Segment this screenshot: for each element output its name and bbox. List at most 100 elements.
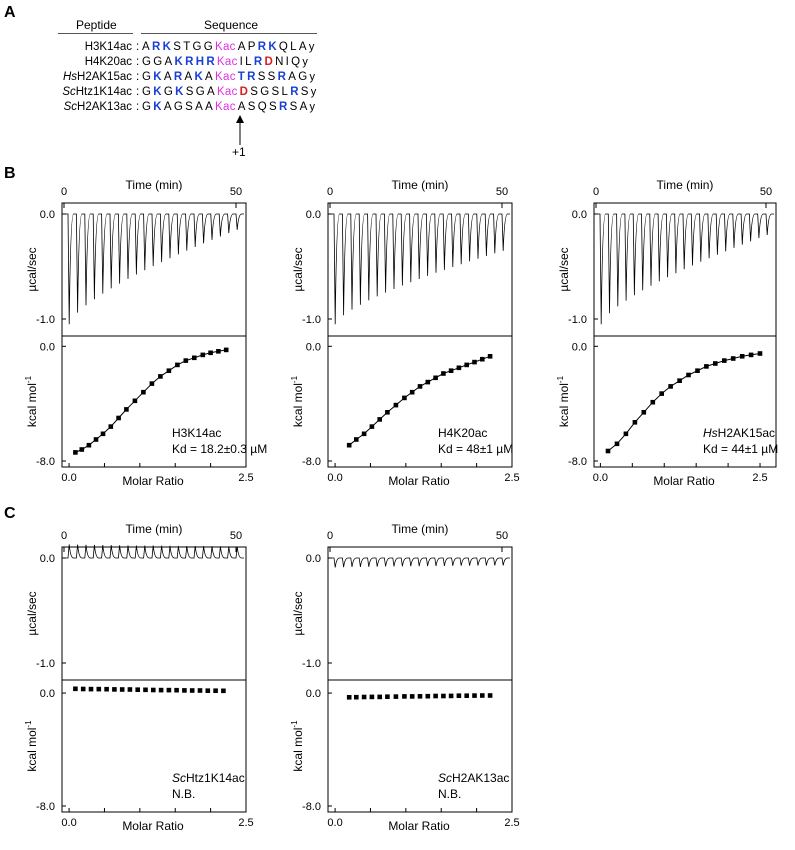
col-header-sequence: Sequence [204, 18, 259, 32]
residue: A [142, 41, 150, 53]
data-point [369, 694, 375, 700]
residue: S [173, 41, 182, 53]
data-point [149, 381, 155, 386]
molar-tick-label: 0.0 [61, 817, 76, 829]
data-point [104, 686, 109, 692]
itc-chart-h3k14ac: Time (min) 0 50 0.0 -1.0 µcal/sec 0.0 -8.0 kcal … [24, 178, 267, 488]
peptide-name-text: H4K20ac [84, 56, 132, 68]
raw-heat-frame [61, 546, 247, 681]
data-point [433, 693, 438, 699]
residue: K [174, 56, 184, 68]
time-tick-label: 50 [760, 186, 772, 198]
data-point [141, 389, 146, 395]
peptide-annotation: H3K14ac [172, 426, 221, 440]
kcal-tick-label: 0.0 [306, 341, 321, 353]
data-point [632, 420, 638, 425]
residue: I [239, 56, 244, 68]
plus-one-label: +1 [232, 145, 246, 159]
data-point [369, 424, 375, 429]
data-point [480, 693, 485, 698]
residue: K [175, 86, 184, 98]
itc-chart-h2ak15ac: Time (min) 0 50 0.0 -1.0 µcal/sec 0.0 -8.0 kcal … [556, 178, 778, 488]
binding-isotherm-frame [327, 335, 513, 468]
acetyl-lysine: Kac [215, 41, 236, 53]
data-point [216, 349, 221, 354]
kd-annotation: N.B. [438, 787, 461, 801]
kcal-axis-label: kcal mol-1 [24, 375, 39, 427]
residue: G [142, 86, 152, 98]
molar-tick-label: 0.0 [327, 472, 342, 484]
peptide-name: ScH2AK13ac [12, 101, 132, 113]
molar-tick-label: 0.0 [593, 472, 608, 484]
species-prefix: Sc [172, 771, 186, 785]
data-point [377, 694, 382, 700]
data-point [96, 686, 102, 692]
data-point [441, 693, 446, 699]
kcal-axis-exponent: -1 [290, 375, 299, 383]
data-point [86, 442, 92, 448]
residue: S [300, 86, 309, 98]
molar-tick-label: 2.5 [752, 472, 767, 484]
residue: A [299, 101, 308, 113]
residue: y [308, 41, 315, 53]
data-point [112, 687, 117, 692]
kcal-tick-label: 0.0 [306, 688, 321, 700]
ucal-tick-label: -1.0 [568, 314, 587, 326]
data-point [361, 694, 367, 700]
data-point [487, 354, 493, 359]
residue: G [173, 101, 184, 113]
residue: H [195, 56, 205, 68]
residue: G [163, 86, 174, 98]
time-tick-label: 0 [61, 530, 67, 542]
time-tick-label: 0 [327, 186, 333, 198]
ucal-tick-label: 0.0 [40, 209, 55, 221]
data-point [158, 374, 163, 379]
kcal-axis-exponent: -1 [290, 720, 299, 728]
data-point [464, 362, 469, 368]
residue: A [184, 71, 193, 83]
residue: G [298, 71, 308, 83]
panel-label-a: A [4, 4, 16, 21]
residue: T [183, 41, 191, 53]
species-prefix: Hs [703, 426, 718, 440]
data-point [409, 694, 415, 699]
panel-label-c: C [4, 505, 16, 522]
residue: R [151, 41, 161, 53]
data-point [73, 686, 78, 692]
residue: D [264, 56, 274, 68]
data-point [448, 368, 454, 373]
residue: L [281, 86, 289, 98]
residue: K [268, 41, 277, 53]
data-point [402, 395, 407, 401]
row-separator: : [136, 71, 140, 83]
time-axis-label: Time (min) [126, 522, 183, 536]
residue: A [195, 101, 204, 113]
acetyl-lysine: Kac [216, 86, 238, 98]
time-tick-label: 50 [230, 186, 242, 198]
molar-tick-label: 0.0 [327, 817, 342, 829]
data-point [223, 347, 229, 353]
species-prefix: Hs [62, 71, 78, 83]
injection-trace [64, 213, 244, 325]
data-point [158, 687, 164, 693]
ucal-axis-label: µcal/sec [25, 591, 39, 635]
data-point [143, 687, 148, 693]
peptide-name-text: H2AK15ac [77, 71, 132, 83]
data-point [213, 688, 218, 693]
peptide-name: HsH2AK15ac [12, 71, 132, 83]
data-point [659, 391, 664, 396]
data-point [200, 352, 206, 358]
data-point [695, 368, 700, 373]
data-point [205, 688, 211, 693]
time-tick-label: 0 [327, 530, 333, 542]
data-point [132, 398, 138, 404]
kcal-axis-label: kcal mol-1 [290, 375, 305, 427]
data-point [192, 355, 197, 361]
ucal-tick-label: 0.0 [572, 209, 587, 221]
data-point [385, 694, 390, 699]
kcal-tick-label: 0.0 [40, 688, 55, 700]
data-point [80, 686, 86, 692]
binding-isotherm-frame [327, 679, 513, 813]
residue: R [253, 56, 263, 68]
